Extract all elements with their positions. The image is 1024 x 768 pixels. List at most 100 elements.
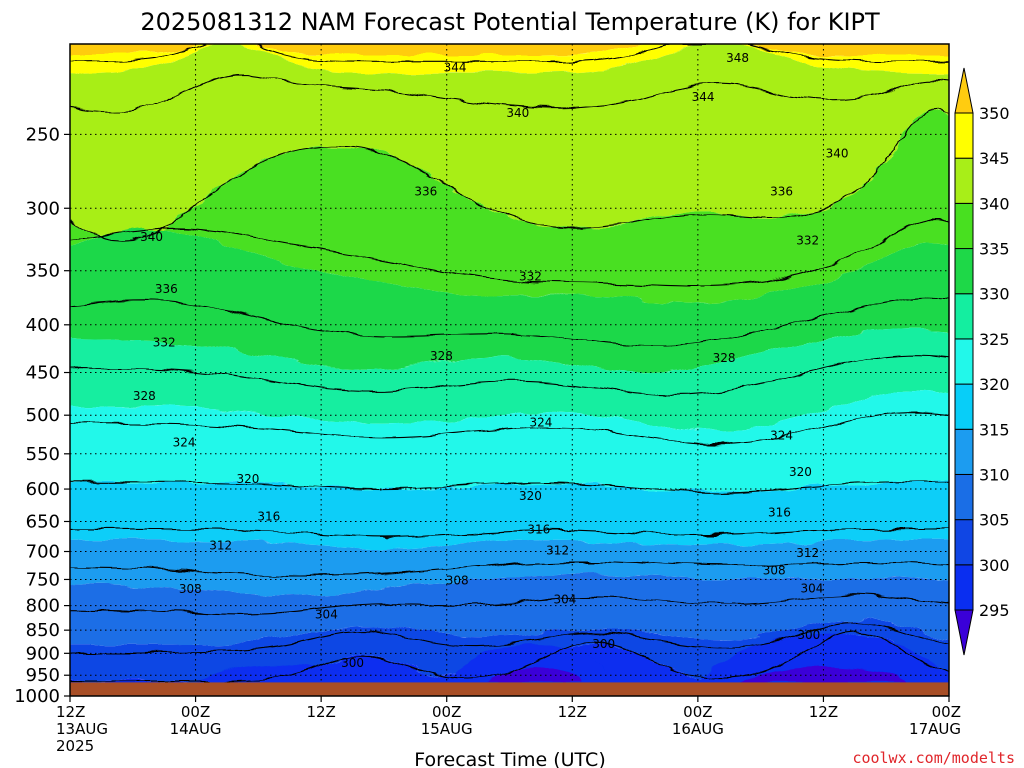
- x-tick-label-1-2: 14AUG: [170, 720, 222, 738]
- contour-label-19: 320: [519, 489, 542, 503]
- x-tick-label-3-2: 15AUG: [421, 720, 473, 738]
- x-tick-label-7-1: 00Z: [932, 703, 961, 721]
- color-band-1: [70, 44, 949, 74]
- colorbar-label-335: 335: [979, 240, 1010, 259]
- contour-label-3: 340: [506, 106, 529, 120]
- colorbar-label-325: 325: [979, 330, 1010, 349]
- pressure-axis: 2503003504004505005506006507007508008509…: [14, 124, 70, 707]
- colorbar-label-330: 330: [979, 285, 1010, 304]
- colorbar-label-350: 350: [979, 104, 1010, 123]
- contour-label-9: 332: [519, 269, 542, 283]
- x-tick-label-2-1: 12Z: [306, 703, 335, 721]
- colorbar-segment-300: [954, 519, 974, 566]
- colorbar-segment-310: [954, 428, 974, 475]
- y-tick-label-700: 700: [26, 542, 60, 563]
- colorbar-label-320: 320: [979, 375, 1010, 394]
- color-band-4: [70, 228, 949, 373]
- colorbar-segment-305: [954, 473, 974, 521]
- y-tick-label-750: 750: [26, 569, 60, 590]
- contour-label-27: 308: [446, 574, 469, 588]
- contour-label-23: 316: [768, 506, 791, 520]
- colorbar-label-345: 345: [979, 149, 1010, 168]
- contour-340: [70, 108, 949, 242]
- contour-316: [70, 528, 949, 538]
- x-tick-label-7-2: 17AUG: [909, 720, 961, 738]
- contour-label-8: 332: [796, 234, 819, 248]
- contour-label-30: 304: [800, 582, 823, 596]
- contour-308: [70, 594, 949, 615]
- color-band-9: [70, 574, 949, 645]
- contour-label-31: 304: [554, 592, 577, 606]
- y-tick-label-850: 850: [26, 620, 60, 641]
- colorbar-label-310: 310: [979, 465, 1010, 484]
- contour-label-35: 300: [341, 656, 364, 670]
- y-tick-label-650: 650: [26, 511, 60, 532]
- x-tick-label-1-1: 00Z: [181, 703, 210, 721]
- colorbar-label-300: 300: [979, 556, 1010, 575]
- colorbar-segment-325: [954, 293, 974, 340]
- x-tick-label-5-1: 00Z: [683, 703, 712, 721]
- contour-label-32: 304: [315, 608, 338, 622]
- colorbar-label-340: 340: [979, 194, 1010, 213]
- contour-label-33: 300: [592, 637, 615, 651]
- contour-label-20: 320: [789, 465, 812, 479]
- colorbar-label-305: 305: [979, 511, 1010, 530]
- colorbar-bottom-arrow: [954, 609, 974, 656]
- y-tick-label-1000: 1000: [14, 686, 60, 707]
- contour-label-6: 336: [770, 185, 793, 199]
- x-tick-label-0-2: 13AUG: [56, 720, 108, 738]
- contour-label-29: 308: [179, 582, 202, 596]
- contour-label-26: 312: [796, 546, 819, 560]
- y-tick-label-600: 600: [26, 479, 60, 500]
- contour-label-2: 344: [692, 90, 715, 104]
- y-tick-label-550: 550: [26, 444, 60, 465]
- contour-304: [70, 622, 949, 653]
- contour-label-10: 336: [155, 282, 178, 296]
- grid-lines: [70, 44, 949, 696]
- y-tick-label-950: 950: [26, 665, 60, 686]
- colorbar-segment-345: [954, 112, 974, 159]
- color-band-6: [70, 391, 949, 493]
- contour-label-14: 328: [133, 389, 156, 403]
- colorbar-label-315: 315: [979, 420, 1010, 439]
- x-axis-label: Forecast Time (UTC): [414, 749, 605, 768]
- x-tick-label-3-1: 00Z: [432, 703, 461, 721]
- contour-label-17: 324: [770, 429, 793, 443]
- contour-label-16: 324: [173, 436, 196, 450]
- credit-text: coolwx.com/modelts: [852, 749, 1015, 767]
- contour-label-7: 340: [140, 230, 163, 244]
- contour-label-24: 312: [209, 539, 232, 553]
- cold-pocket-1: [195, 664, 363, 683]
- x-tick-label-6-1: 12Z: [809, 703, 838, 721]
- colorbar-segment-320: [954, 338, 974, 385]
- colorbar-top-arrow: [954, 67, 974, 114]
- contour-label-18: 320: [236, 472, 259, 486]
- contour-332: [70, 297, 949, 346]
- contour-label-13: 328: [713, 351, 736, 365]
- ground-fill: [70, 682, 949, 696]
- color-band-2: [70, 44, 949, 241]
- y-tick-label-500: 500: [26, 405, 60, 426]
- contour-label-21: 316: [257, 509, 280, 523]
- y-tick-label-900: 900: [26, 643, 60, 664]
- colorbar: 295 300 305 310 315 320 325 330 335 340 345 350: [954, 67, 1010, 656]
- contour-label-28: 308: [763, 564, 786, 578]
- y-tick-label-250: 250: [26, 124, 60, 145]
- contour-348: [70, 44, 949, 63]
- contour-320: [70, 481, 949, 493]
- color-band-0: [70, 44, 949, 54]
- contour-label-5: 336: [414, 185, 437, 199]
- contour-328: [70, 355, 949, 395]
- plot-frame: [69, 43, 950, 697]
- x-tick-label-0-3: 2025: [56, 737, 94, 755]
- cold-pocket-3: [697, 633, 949, 683]
- colorbar-segment-340: [954, 157, 974, 204]
- y-tick-label-800: 800: [26, 596, 60, 617]
- colorbar-segment-335: [954, 202, 974, 250]
- y-tick-label-350: 350: [26, 261, 60, 282]
- y-tick-label-400: 400: [26, 315, 60, 336]
- contour-336: [70, 219, 949, 287]
- color-band-7: [70, 482, 949, 549]
